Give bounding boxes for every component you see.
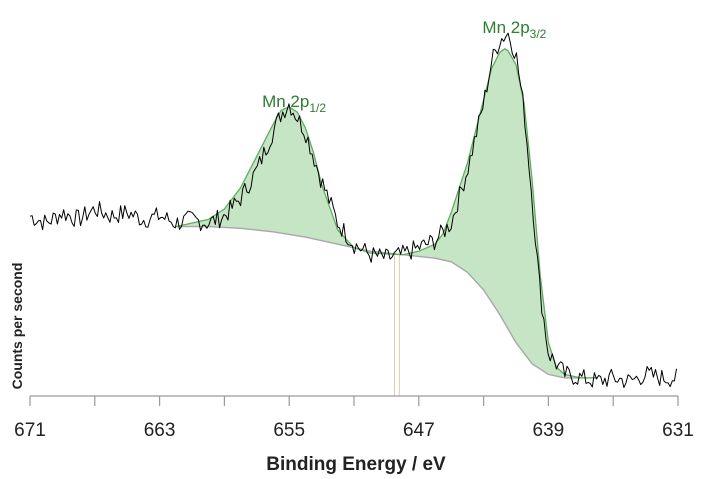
- x-tick-label: 671: [14, 420, 46, 441]
- mn-2p12-label: Mn 2p1/2: [262, 92, 326, 115]
- background-line: [175, 225, 597, 379]
- mn-2p32-label: Mn 2p3/2: [482, 18, 546, 41]
- envelope-line: [175, 48, 597, 379]
- x-tick-label: 631: [662, 420, 694, 441]
- x-tick-label: 663: [144, 420, 176, 441]
- x-axis-title: Binding Energy / eV: [266, 454, 446, 475]
- x-tick-label: 639: [533, 420, 565, 441]
- x-axis: 671 663 655 647 639 631: [14, 395, 694, 441]
- x-tick-label: 655: [273, 420, 305, 441]
- plot-layer: [29, 32, 677, 396]
- annotation-layer: Mn 2p1/2 Mn 2p3/2: [262, 18, 547, 115]
- raw-spectrum-line: [29, 32, 677, 388]
- y-axis-title: Counts per second: [9, 263, 25, 390]
- x-tick-label: 647: [403, 420, 435, 441]
- peak-fill-area: [175, 48, 598, 378]
